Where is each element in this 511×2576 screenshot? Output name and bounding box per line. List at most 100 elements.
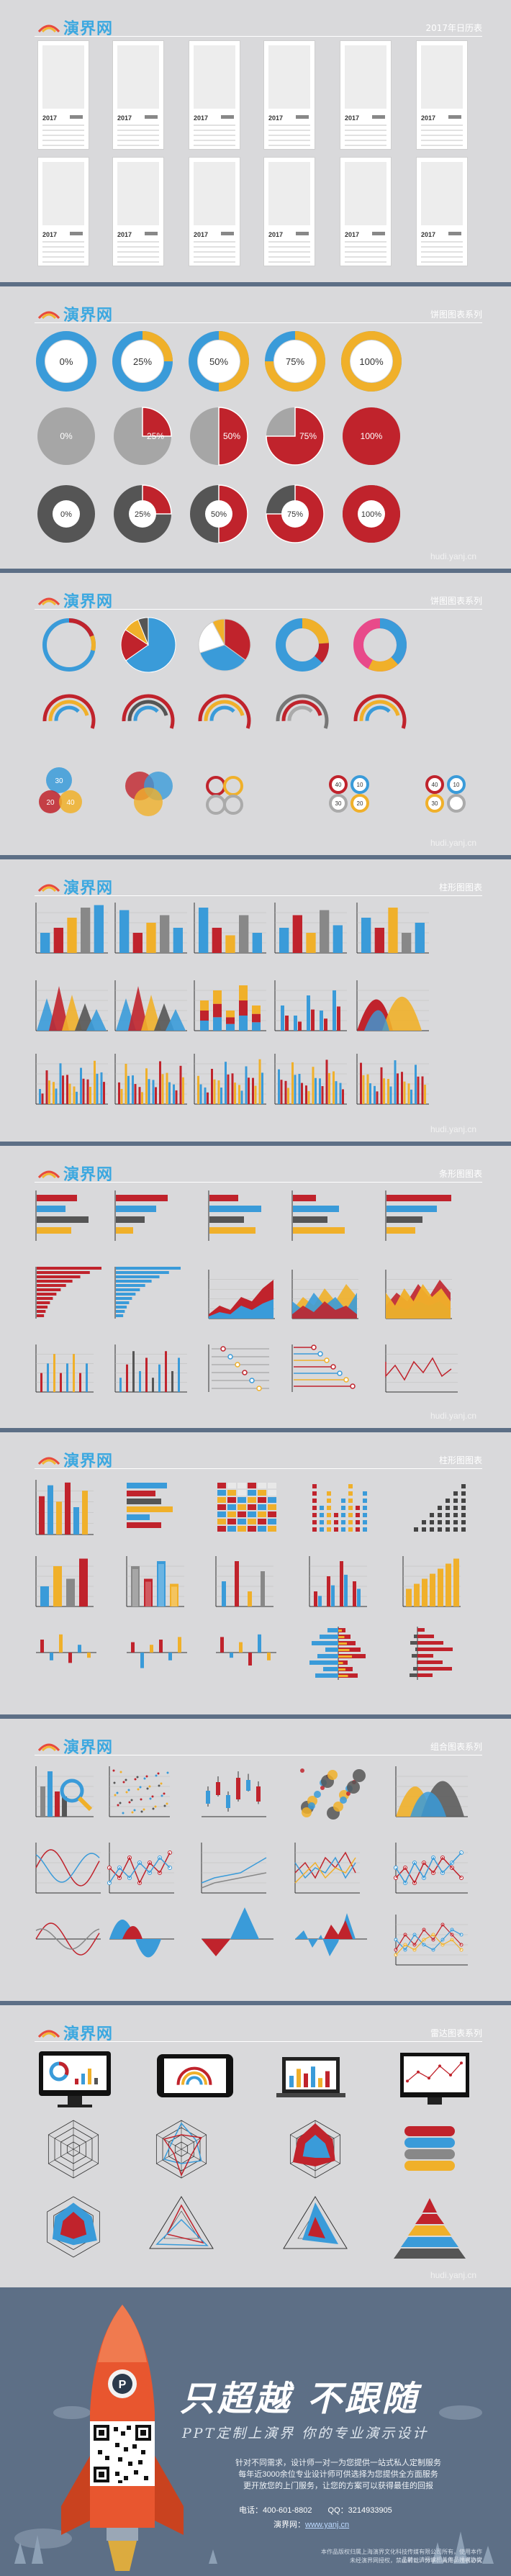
brand-logo: 演界网 [37, 16, 113, 39]
hbar [127, 1491, 155, 1496]
bar [40, 1786, 45, 1817]
calendar-date-row [268, 130, 310, 131]
pie-segment [199, 644, 246, 672]
calendar-date-row [194, 251, 235, 253]
bar [294, 1016, 297, 1031]
logo-text: 演界网 [63, 307, 114, 325]
scatter-point [148, 1785, 151, 1788]
diverge-bar [78, 1645, 81, 1653]
bar [424, 1085, 426, 1104]
calendar-date-row [345, 246, 386, 248]
bar [453, 1558, 459, 1606]
calendar-date-row [345, 261, 386, 263]
dot-cell [341, 1499, 345, 1503]
scatter-point [122, 1812, 125, 1815]
bar [55, 1791, 60, 1817]
grid-cell [268, 1490, 276, 1496]
butterfly-bar [327, 1628, 338, 1632]
dot-cell [363, 1520, 367, 1524]
lollipop-head [337, 1370, 343, 1376]
slider-dot [227, 1354, 233, 1360]
tablet-arc [181, 2071, 207, 2085]
calendar-year: 2017 [42, 114, 58, 122]
bar [252, 1077, 254, 1104]
calendar-month-mark [296, 232, 309, 235]
grid-cell [268, 1483, 276, 1488]
calendar-date-row [268, 261, 310, 263]
calendar-date-row [268, 246, 310, 248]
bar [397, 1073, 399, 1104]
donut-dark-hole [129, 500, 156, 528]
butterfly-bar [338, 1662, 343, 1664]
stacked-bar [252, 1022, 261, 1031]
diverge-bar [159, 1640, 163, 1653]
ring-small [206, 795, 226, 815]
mini-bar [318, 2078, 322, 2087]
brand-logo: 演界网 [37, 1448, 113, 1471]
grid-cell [227, 1526, 236, 1532]
donut-label: 75% [286, 356, 304, 367]
copyright-line-2: 未经演界网授权，禁止转载、分享、商用，违者必究 [350, 2557, 482, 2564]
peak-bar [141, 995, 161, 1031]
hbar [410, 1673, 417, 1677]
scatter-point [151, 1795, 154, 1798]
bar [59, 1063, 62, 1104]
concentric-arc [209, 705, 235, 721]
calendar-date-row [42, 241, 84, 243]
lollipop-head [317, 1351, 323, 1357]
hbar [116, 1227, 133, 1234]
grid-cell [258, 1519, 266, 1524]
calendar-date-row [42, 145, 84, 146]
hbar [116, 1297, 132, 1300]
calendar-photo-placeholder [268, 162, 310, 225]
calendar-date-row [421, 140, 463, 141]
magnifier-icon [60, 1779, 84, 1803]
stacked-bar [239, 1016, 248, 1031]
bar [407, 1083, 410, 1104]
divider [35, 609, 482, 610]
bar [315, 1077, 317, 1104]
bar [319, 1078, 321, 1104]
grid-cell [258, 1504, 266, 1510]
scatter-point [163, 1804, 166, 1807]
logo-icon [37, 595, 60, 606]
bubble [39, 790, 62, 813]
calendar-date-row [421, 256, 463, 258]
bar [173, 928, 183, 953]
calendar-month-mark [372, 232, 385, 235]
hbar [209, 1216, 244, 1223]
calendar-date-row [117, 256, 159, 258]
calendar-year: 2017 [194, 114, 209, 122]
dot-cell [327, 1499, 331, 1503]
calendar-date-row [421, 135, 463, 136]
watermark: hudi.yanj.cn [430, 838, 476, 848]
scatter-point [127, 1789, 130, 1791]
dot-cell [334, 1513, 338, 1517]
calendar-year: 2017 [42, 231, 58, 238]
bar [344, 1574, 348, 1606]
calendar-date-row [42, 125, 84, 126]
diverge-bar [59, 1634, 63, 1653]
butterfly-bar [338, 1630, 342, 1632]
bar [165, 1351, 167, 1392]
candle-body [256, 1786, 261, 1802]
dot-cell [446, 1513, 450, 1517]
site-link[interactable]: www.yanj.cn [305, 2521, 350, 2529]
line-series [294, 1851, 356, 1879]
hbar [116, 1288, 140, 1291]
bar [47, 1363, 49, 1392]
bar [430, 1573, 435, 1606]
pie-slice [142, 407, 172, 437]
calendar-year: 2017 [268, 231, 284, 238]
pie-base [37, 407, 95, 465]
logo-text: 演界网 [63, 1452, 114, 1470]
mini-bar [304, 2073, 308, 2087]
line-series [385, 1357, 452, 1381]
hbar [415, 1648, 417, 1651]
bar [134, 1084, 137, 1104]
tablet-screen [164, 2058, 226, 2093]
bar [211, 1069, 213, 1104]
candle-body [216, 1782, 220, 1795]
wave-area [122, 1926, 143, 1939]
bar [86, 1079, 89, 1104]
